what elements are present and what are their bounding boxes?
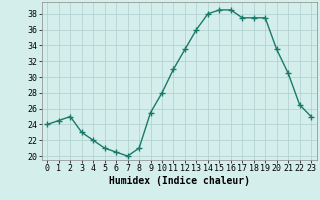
X-axis label: Humidex (Indice chaleur): Humidex (Indice chaleur) [109, 176, 250, 186]
